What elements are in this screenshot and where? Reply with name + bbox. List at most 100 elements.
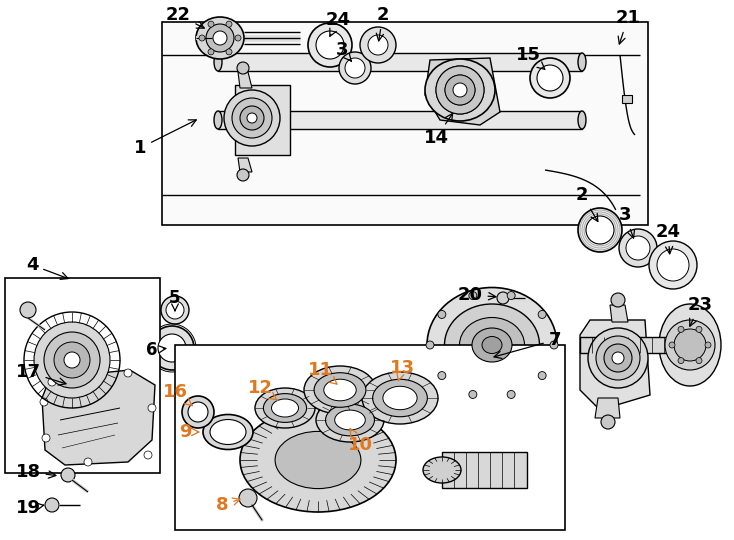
Circle shape	[360, 27, 396, 63]
Ellipse shape	[210, 420, 246, 444]
Text: 21: 21	[616, 9, 641, 44]
Circle shape	[612, 352, 624, 364]
Circle shape	[469, 292, 477, 300]
Polygon shape	[162, 22, 648, 225]
Circle shape	[208, 49, 214, 55]
Circle shape	[239, 489, 257, 507]
Circle shape	[705, 342, 711, 348]
Text: 6: 6	[146, 341, 166, 359]
Text: 9: 9	[179, 423, 199, 441]
Ellipse shape	[425, 59, 495, 121]
Circle shape	[657, 249, 689, 281]
Circle shape	[61, 468, 75, 482]
Ellipse shape	[383, 386, 417, 410]
Circle shape	[40, 398, 48, 406]
Polygon shape	[238, 72, 252, 88]
Circle shape	[64, 352, 80, 368]
Circle shape	[678, 357, 684, 363]
Circle shape	[339, 52, 371, 84]
Circle shape	[445, 75, 475, 105]
Circle shape	[445, 75, 475, 105]
Circle shape	[150, 326, 194, 370]
Circle shape	[601, 415, 615, 429]
Bar	[218, 53, 582, 71]
Text: 16: 16	[162, 383, 192, 406]
Ellipse shape	[264, 394, 307, 422]
Circle shape	[182, 396, 214, 428]
Text: 3: 3	[335, 41, 352, 61]
Text: 14: 14	[424, 113, 453, 147]
Circle shape	[161, 296, 189, 324]
Text: 10: 10	[347, 429, 372, 454]
Text: 5: 5	[170, 289, 181, 310]
Text: 20: 20	[457, 286, 496, 304]
Polygon shape	[238, 158, 252, 172]
Text: 24: 24	[655, 223, 680, 254]
Circle shape	[316, 31, 344, 59]
Ellipse shape	[578, 111, 586, 129]
Bar	[5, 278, 160, 473]
Circle shape	[669, 342, 675, 348]
Ellipse shape	[427, 287, 557, 402]
Text: 23: 23	[688, 296, 713, 326]
Circle shape	[124, 369, 132, 377]
Circle shape	[538, 310, 546, 319]
Ellipse shape	[472, 328, 512, 362]
Circle shape	[626, 236, 650, 260]
Text: 15: 15	[515, 46, 545, 69]
Circle shape	[588, 328, 648, 388]
Ellipse shape	[275, 431, 361, 489]
Circle shape	[538, 372, 546, 380]
Ellipse shape	[240, 408, 396, 512]
Circle shape	[224, 90, 280, 146]
Circle shape	[48, 378, 56, 386]
Polygon shape	[580, 320, 650, 410]
Bar	[218, 111, 582, 129]
Circle shape	[497, 292, 509, 304]
Ellipse shape	[423, 457, 461, 483]
Circle shape	[436, 66, 484, 114]
Text: 2: 2	[377, 6, 389, 41]
Circle shape	[240, 106, 264, 130]
Circle shape	[469, 390, 477, 399]
Text: 13: 13	[390, 359, 415, 381]
Text: 4: 4	[26, 256, 68, 279]
Ellipse shape	[659, 304, 721, 386]
Circle shape	[206, 24, 234, 52]
Polygon shape	[425, 58, 500, 125]
Circle shape	[368, 35, 388, 55]
Ellipse shape	[304, 366, 376, 414]
Bar	[580, 337, 675, 353]
Ellipse shape	[255, 388, 315, 428]
Text: 19: 19	[15, 499, 44, 517]
Ellipse shape	[578, 53, 586, 71]
Ellipse shape	[373, 379, 427, 417]
Circle shape	[247, 113, 257, 123]
Ellipse shape	[362, 372, 438, 424]
Circle shape	[507, 390, 515, 399]
Circle shape	[438, 310, 446, 319]
Circle shape	[678, 326, 684, 333]
Circle shape	[665, 320, 715, 370]
Circle shape	[696, 357, 702, 363]
Ellipse shape	[196, 17, 244, 59]
Text: 3: 3	[619, 206, 634, 238]
Text: 12: 12	[247, 379, 277, 400]
Circle shape	[84, 458, 92, 466]
Circle shape	[438, 372, 446, 380]
Circle shape	[453, 83, 467, 97]
Text: 2: 2	[575, 186, 598, 221]
Text: 18: 18	[15, 463, 56, 481]
Circle shape	[226, 21, 232, 27]
Ellipse shape	[214, 111, 222, 129]
Circle shape	[611, 293, 625, 307]
Text: 24: 24	[325, 11, 351, 36]
Circle shape	[148, 404, 156, 412]
Ellipse shape	[459, 318, 525, 373]
Circle shape	[578, 208, 622, 252]
Circle shape	[619, 229, 657, 267]
Ellipse shape	[325, 404, 374, 436]
Text: 1: 1	[134, 120, 196, 157]
Circle shape	[537, 65, 563, 91]
Circle shape	[208, 21, 214, 27]
